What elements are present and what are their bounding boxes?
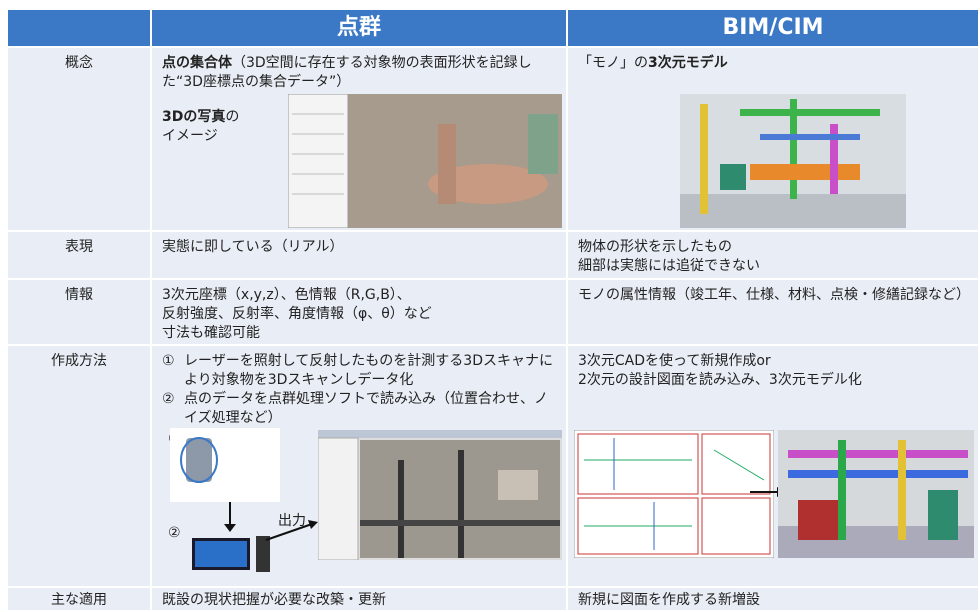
cell: 既設の現状把握が必要な改築・更新 xyxy=(152,588,568,612)
text: （3D空間に存在する対象物の表面形状を記録した“3D座標点の集合データ”） xyxy=(162,55,532,90)
cell: 3次元CADを使って新規作成or 2次元の設計図面を読み込み、3次元モデル化 xyxy=(568,346,980,588)
text: 物体の形状を示したもの xyxy=(578,239,732,255)
scan-figure xyxy=(170,428,280,572)
row-label: 情報 xyxy=(8,280,152,346)
row-label: 主な適用 xyxy=(8,588,152,612)
text: 点のデータを点群処理ソフトで読み込み（位置合わせ、ノイズ処理など） xyxy=(184,391,548,426)
text: イメージ xyxy=(162,128,218,144)
marker: ② xyxy=(162,391,175,407)
cell: 点の集合体（3D空間に存在する対象物の表面形状を記録した“3D座標点の集合データ… xyxy=(152,48,568,232)
figure-label: 出力 xyxy=(278,513,306,529)
lead: 3次元モデル xyxy=(648,55,728,71)
row-label: 概念 xyxy=(8,48,152,232)
text: 反射強度、反射率、角度情報（φ、θ）など xyxy=(162,306,432,322)
cell: ① レーザーを照射して反射したものを計測する3Dスキャナにより対象物を3Dスキャン… xyxy=(152,346,568,588)
figure-label: ② xyxy=(168,525,181,541)
bim-model-image xyxy=(680,94,906,228)
text: レーザーを照射して反射したものを計測する3Dスキャナにより対象物を3Dスキャンし… xyxy=(184,353,553,388)
drawing-image xyxy=(574,430,774,558)
photo-caption: 3Dの写真の イメージ xyxy=(162,108,282,146)
header-bim: BIM/CIM xyxy=(568,10,980,48)
text: 「モノ」の xyxy=(578,55,648,71)
cell: 新規に図面を作成する新増設 xyxy=(568,588,980,612)
text: の xyxy=(225,109,240,125)
software-screenshot xyxy=(318,430,562,560)
row-label: 作成方法 xyxy=(8,346,152,588)
header-point-cloud: 点群 xyxy=(152,10,568,48)
text: 3次元CADを使って新規作成or xyxy=(578,353,771,369)
cell: 物体の形状を示したもの 細部は実態には追従できない xyxy=(568,232,980,280)
step: ① レーザーを照射して反射したものを計測する3Dスキャナにより対象物を3Dスキャン… xyxy=(162,352,556,390)
text: 寸法も確認可能 xyxy=(162,325,260,341)
bim-3d-image xyxy=(778,430,974,558)
cell: 3次元座標（x,y,z）、色情報（R,G,B）、 反射強度、反射率、角度情報（φ… xyxy=(152,280,568,346)
lead: 点の集合体 xyxy=(162,55,232,71)
point-cloud-image xyxy=(288,94,562,228)
text: 「モノ」の3次元モデル xyxy=(578,54,968,73)
cell: 「モノ」の3次元モデル xyxy=(568,48,980,232)
text: 細部は実態には追従できない xyxy=(578,258,760,274)
output-arrow xyxy=(265,520,318,541)
row-label: 表現 xyxy=(8,232,152,280)
lead: 3Dの写真 xyxy=(162,109,226,125)
text: 2次元の設計図面を読み込み、3次元モデル化 xyxy=(578,372,862,388)
corner-header xyxy=(8,10,152,48)
marker: ① xyxy=(162,353,175,369)
step: ② 点のデータを点群処理ソフトで読み込み（位置合わせ、ノイズ処理など） xyxy=(162,390,556,428)
cell: モノの属性情報（竣工年、仕様、材料、点検・修繕記録など） xyxy=(568,280,980,346)
text: 3次元座標（x,y,z）、色情報（R,G,B）、 xyxy=(162,287,411,303)
cell: 実態に即している（リアル） xyxy=(152,232,568,280)
text: 点の集合体（3D空間に存在する対象物の表面形状を記録した“3D座標点の集合データ… xyxy=(162,54,556,92)
